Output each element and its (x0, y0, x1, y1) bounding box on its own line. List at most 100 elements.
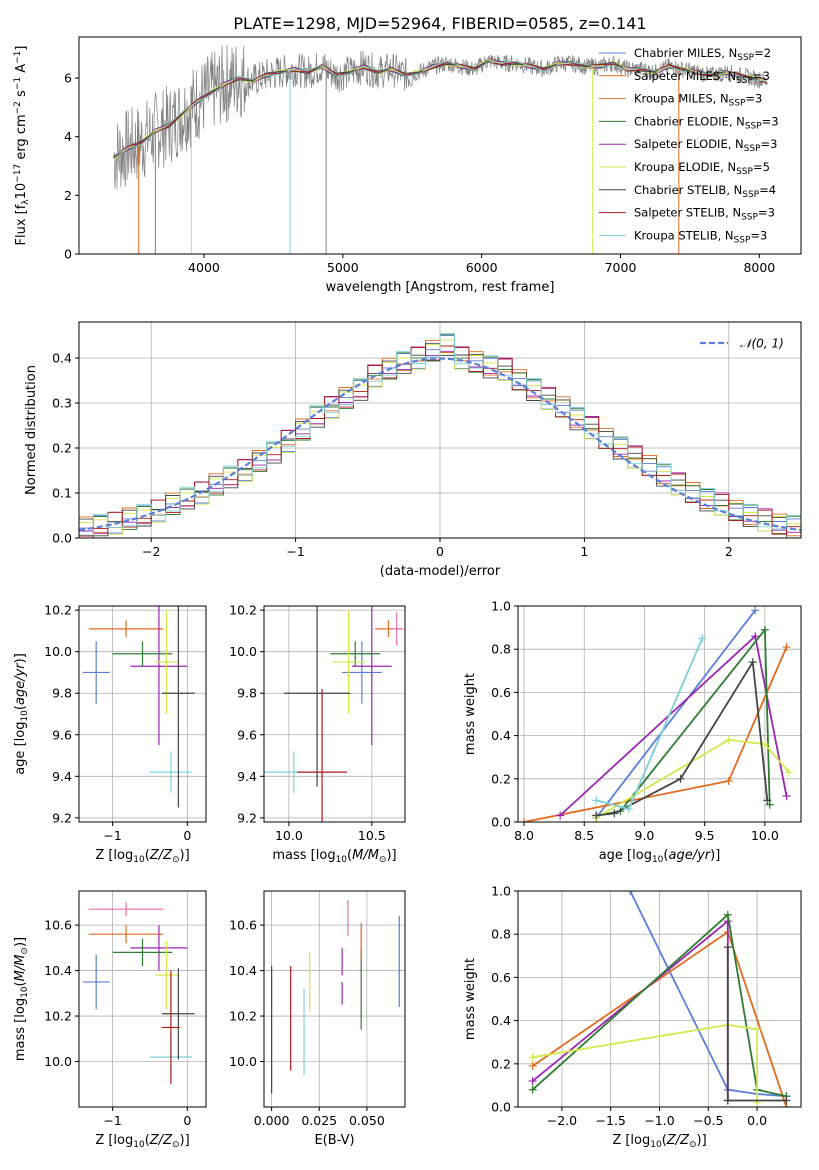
x-tick-label: 7000 (605, 260, 637, 275)
axes-frame (78, 890, 207, 1108)
x-tick-label: 0.050 (349, 1113, 385, 1128)
label-part: s (14, 90, 29, 101)
label-part: λ (21, 199, 31, 205)
weight-point (724, 776, 733, 785)
x-tick-label: 0 (183, 1113, 191, 1128)
label-part: Z [log (95, 1133, 133, 1148)
y-tick-label: 0.4 (52, 351, 72, 366)
y-tick-label: 9.2 (52, 810, 72, 825)
y-tick-label: 10.0 (44, 1054, 72, 1069)
legend-label: Salpeter ELODIE, NSSP=3 (634, 137, 777, 154)
legend-text: Salpeter MILES, N (634, 69, 736, 83)
y-axis-label: age [log10(age/yr)] (13, 653, 30, 775)
axes-frame (263, 605, 406, 823)
label-part: −1 (13, 77, 23, 90)
label-part: mass weight (463, 958, 478, 1040)
label-part: mass [log (272, 848, 335, 863)
legend-count: =4 (759, 183, 776, 197)
label-part: )] (697, 1133, 707, 1148)
axes-z_vs_mass: −1 010.010.210.410.6Z [log10(Z/Z⊙)]mass [… (13, 890, 207, 1150)
x-tick-label: −1.0 (644, 1113, 674, 1128)
label-part: (data-model)/error (380, 564, 501, 579)
x-tick-label: 9.0 (635, 828, 655, 843)
x-axis-label: mass [log10(M/M⊙)] (272, 848, 396, 865)
label-part: erg cm (14, 114, 29, 163)
legend-label: Kroupa MILES, NSSP=3 (634, 92, 762, 109)
legend-sub: SSP (745, 121, 762, 131)
label-part: )] (180, 1133, 190, 1148)
legend-count: =3 (762, 114, 779, 128)
y-tick-label: 10.4 (229, 963, 257, 978)
y-tick-label: 0.6 (491, 685, 511, 700)
label-part: age [log (13, 722, 28, 775)
x-tick-label: 4000 (188, 260, 220, 275)
label-part: age/yr (668, 848, 711, 863)
weight-point (610, 809, 619, 818)
y-tick-label: 10.2 (229, 1009, 257, 1024)
label-part: M/M (352, 848, 379, 863)
x-tick-label: −2.0 (547, 1113, 577, 1128)
y-tick-label: 9.4 (52, 769, 72, 784)
label-part: age [log (599, 848, 652, 863)
label-part: Normed distribution (24, 365, 39, 495)
x-tick-label: −1 (103, 828, 121, 843)
legend-sub: SSP (744, 144, 761, 154)
y-tick-label: 10.2 (44, 603, 72, 618)
legend-sub: SSP (742, 190, 759, 200)
x-axis-label: wavelength [Angstrom, rest frame] (326, 280, 555, 295)
plot-area (113, 45, 768, 254)
y-tick-label: 10.0 (229, 644, 257, 659)
y-tick-label: 0.1 (52, 486, 72, 501)
weight-point (528, 1061, 537, 1070)
weight-point (528, 1077, 537, 1086)
label-part: mass [log (13, 998, 28, 1061)
plot-area (528, 891, 791, 1107)
legend-text: Salpeter ELODIE, N (634, 137, 744, 151)
weight-line (595, 609, 756, 819)
weight-point (528, 1053, 537, 1062)
label-part: ( (662, 1133, 667, 1148)
legend-text: Kroupa STELIB, N (634, 228, 734, 242)
x-axis-label: (data-model)/error (380, 564, 501, 579)
normal-curve (79, 357, 801, 532)
axes-frame (517, 605, 802, 823)
legend-label: Salpeter MILES, NSSP=3 (634, 69, 770, 86)
x-tick-label: −0.5 (693, 1113, 723, 1128)
label-part: ( (347, 848, 352, 863)
label-part: Z/Z (149, 848, 173, 863)
weight-point (784, 768, 793, 777)
label-part: ⊙ (172, 855, 180, 865)
weight-point (676, 774, 685, 783)
label-part: ( (13, 981, 28, 986)
label-part: )] (710, 848, 720, 863)
plot-area (264, 606, 404, 822)
y-tick-label: 9.4 (237, 769, 257, 784)
label-part: ( (13, 705, 28, 710)
label-part: ] (14, 46, 29, 51)
y-tick-label: 0 (64, 247, 72, 262)
x-axis-label: Z [log10(Z/Z⊙)] (95, 848, 189, 865)
x-tick-label: 8000 (743, 260, 775, 275)
y-axis-label: mass weight (463, 673, 478, 755)
legend-sub: SSP (734, 235, 751, 245)
x-tick-label: −2 (142, 544, 160, 559)
weight-point (698, 634, 707, 643)
label-part: E(B-V) (314, 1133, 354, 1148)
legend-label: Kroupa ELODIE, NSSP=5 (634, 160, 770, 177)
label-part: 10 (133, 1140, 145, 1150)
x-tick-label: 10.0 (751, 828, 779, 843)
legend-sub: SSP (741, 213, 758, 223)
legend-label: 𝒩(0, 1) (740, 337, 784, 351)
weight-point (763, 796, 772, 805)
weight-line (596, 638, 704, 811)
x-axis-label: Z [log10(Z/Z⊙)] (95, 1133, 189, 1150)
label-part: M/M (13, 955, 28, 982)
y-tick-label: 4 (64, 129, 72, 144)
axes-age_vs_weight: 8.0 8.5 9.0 9.5 10.0 0.0 0.2 0.4 0.6 0.8 1.0 mass w… (463, 599, 802, 865)
y-tick-label: 0.0 (491, 815, 511, 830)
legend-count: =5 (753, 160, 770, 174)
weight-point (528, 1085, 537, 1094)
label-part: ( (663, 848, 668, 863)
y-tick-label: 10.6 (44, 918, 72, 933)
x-tick-label: 0.025 (301, 1113, 337, 1128)
